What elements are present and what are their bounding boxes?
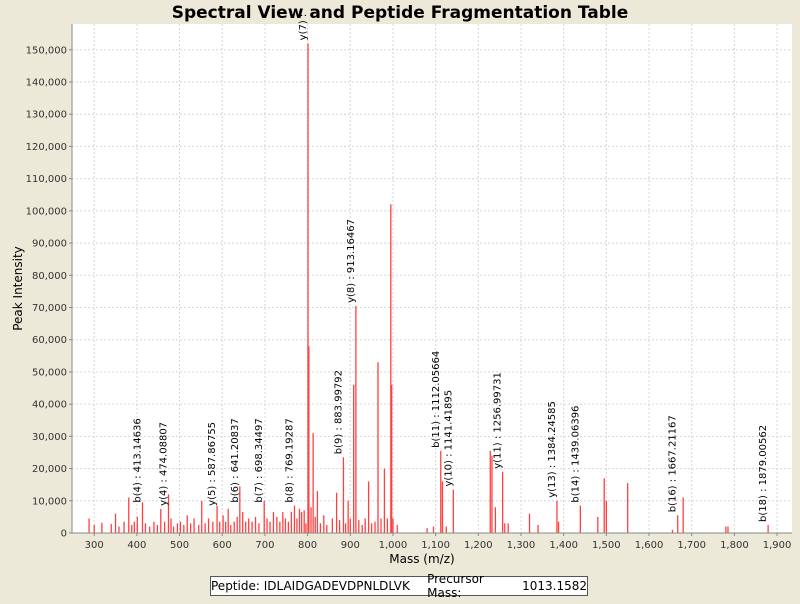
peak-annotation: b(7) : 698.34497 (254, 418, 265, 502)
x-tick-label: 1,000 (379, 540, 408, 551)
x-tick-label: 1,400 (549, 540, 578, 551)
y-tick-label: 110,000 (26, 174, 67, 185)
peak-annotation: b(16) : 1667.21167 (668, 415, 679, 512)
y-tick-label: 60,000 (32, 335, 67, 346)
y-tick-label: 90,000 (32, 239, 67, 250)
peak-annotation: b(6) : 641.20837 (230, 418, 241, 502)
x-tick-label: 1,600 (635, 540, 664, 551)
y-tick-label: 0 (61, 529, 67, 540)
y-tick-label: 30,000 (32, 432, 67, 443)
x-tick-label: 900 (341, 540, 360, 551)
precursor-mass: 1013.1582 (522, 579, 587, 593)
peak-annotation: y(8) : 913.16467 (346, 219, 357, 303)
x-tick-label: 1,200 (464, 540, 493, 551)
peak-annotation: y(11) : 1256.99731 (493, 372, 504, 469)
x-axis-label: Mass (m/z) (389, 552, 454, 566)
y-tick-label: 130,000 (26, 110, 67, 121)
x-tick-label: 400 (127, 540, 146, 551)
peak-annotation: y(4) : 474.08807 (158, 422, 169, 506)
x-tick-label: 800 (298, 540, 317, 551)
y-tick-label: 40,000 (32, 400, 67, 411)
x-tick-label: 300 (85, 540, 104, 551)
peak-annotation: b(8) : 769.19287 (284, 418, 295, 502)
y-tick-label: 80,000 (32, 271, 67, 282)
y-tick-label: 10,000 (32, 496, 67, 507)
x-tick-label: 1,900 (763, 540, 792, 551)
peak-annotation: b(14) : 1439.06396 (570, 406, 581, 503)
x-tick-label: 1,700 (677, 540, 706, 551)
peak-annotation: b(9) : 883.99792 (333, 370, 344, 454)
x-tick-label: 1,300 (507, 540, 536, 551)
legend-box: Peptide: IDLAIDGADEVDPNLDLVK Precursor Ma… (210, 572, 588, 600)
x-tick-label: 1,800 (720, 540, 749, 551)
peak-annotation: y(13) : 1384.24585 (547, 401, 558, 498)
x-tick-label: 500 (170, 540, 189, 551)
precursor-label: Precursor Mass: (427, 572, 484, 600)
y-tick-label: 120,000 (26, 142, 67, 153)
x-tick-label: 1,500 (592, 540, 621, 551)
y-axis-label: Peak Intensity (11, 246, 25, 331)
x-tick-label: 600 (213, 540, 232, 551)
plot-background (72, 24, 792, 533)
peak-annotation: b(4) : 413.14636 (132, 418, 143, 502)
chart-title: Spectral View and Peptide Fragmentation … (171, 3, 629, 23)
y-tick-label: 150,000 (26, 45, 67, 56)
peak-annotation: y(10) : 1141.41895 (443, 390, 454, 487)
y-tick-label: 140,000 (26, 77, 67, 88)
y-tick-label: 50,000 (32, 367, 67, 378)
peptide-sequence: IDLAIDGADEVDPNLDLVK (263, 579, 410, 593)
y-tick-label: 20,000 (32, 464, 67, 475)
x-tick-label: 1,100 (421, 540, 450, 551)
peptide-label: Peptide: (211, 579, 260, 593)
peak-annotation: b(11) : 1112.05664 (431, 351, 442, 448)
y-tick-label: 70,000 (32, 303, 67, 314)
peak-annotation: y(5) : 587.86755 (207, 422, 218, 506)
peak-annotation: y(7) : (298, 14, 309, 41)
peak-annotation: b(18) : 1879.00562 (758, 425, 769, 522)
y-tick-label: 100,000 (26, 206, 67, 217)
x-tick-label: 700 (255, 540, 274, 551)
